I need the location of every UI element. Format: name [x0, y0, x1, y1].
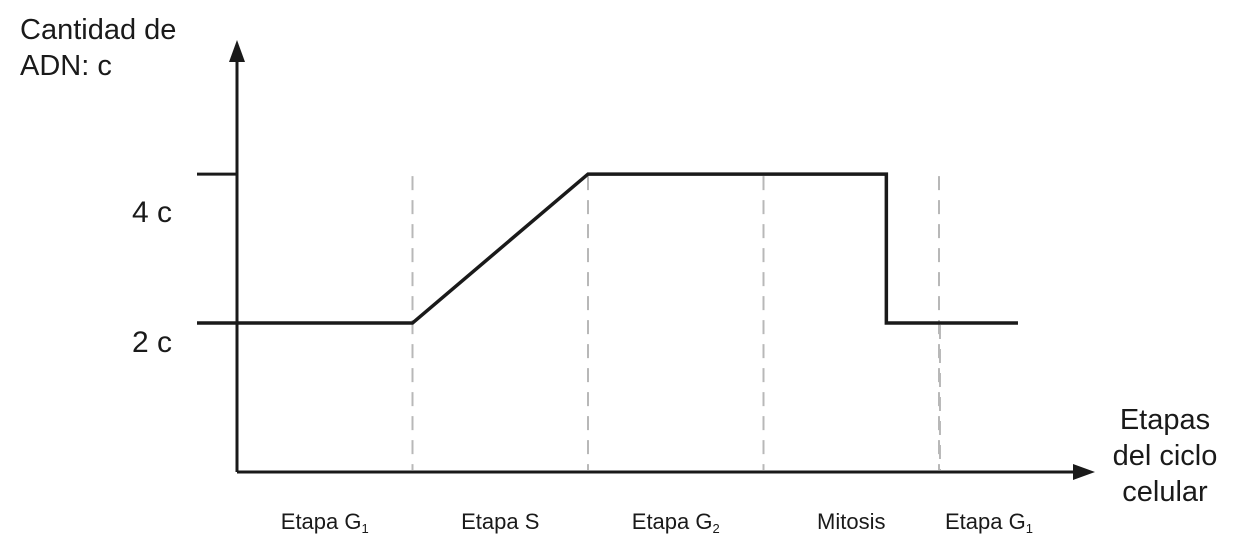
stage-label-5: Etapa G1 — [944, 509, 1033, 536]
y-axis-arrow — [229, 40, 245, 62]
y-axis-label: Cantidad de ADN: c — [20, 12, 176, 84]
stage-label-text: Etapa G — [280, 509, 362, 534]
stage-label-1: Etapa G1 — [280, 509, 369, 536]
x-axis-label-line-3: celular — [1122, 476, 1208, 508]
x-axis-arrow — [1073, 464, 1095, 480]
x-axis-label-line-1: Etapas — [1119, 404, 1211, 436]
stage-label-subscript: 1 — [361, 521, 369, 536]
stage-label-subscript: 1 — [1025, 521, 1033, 536]
stage-label-text: Mitosis — [817, 509, 886, 534]
stage-label-text: Etapa G — [944, 509, 1026, 534]
stage-label-4: Mitosis — [817, 509, 886, 534]
stage-label-3: Etapa G2 — [631, 509, 720, 536]
y-tick-label-4c: 4 c — [131, 196, 172, 229]
dna-amount-line-1 — [197, 172, 1018, 325]
y-axis-label-line-1: Cantidad de — [20, 14, 177, 46]
stage-label-text: Etapa G — [631, 509, 713, 534]
x-axis-label: Etapas del ciclo celular — [1105, 402, 1225, 510]
stage-label-text: Etapa S — [461, 509, 540, 534]
x-axis-label-line-2: del ciclo — [1112, 440, 1218, 472]
y-tick-label-2c: 2 c — [131, 326, 172, 359]
y-axis-label-line-2: ADN: c — [20, 50, 112, 82]
stage-label-subscript: 2 — [712, 521, 720, 536]
stage-label-2: Etapa S — [461, 509, 540, 534]
